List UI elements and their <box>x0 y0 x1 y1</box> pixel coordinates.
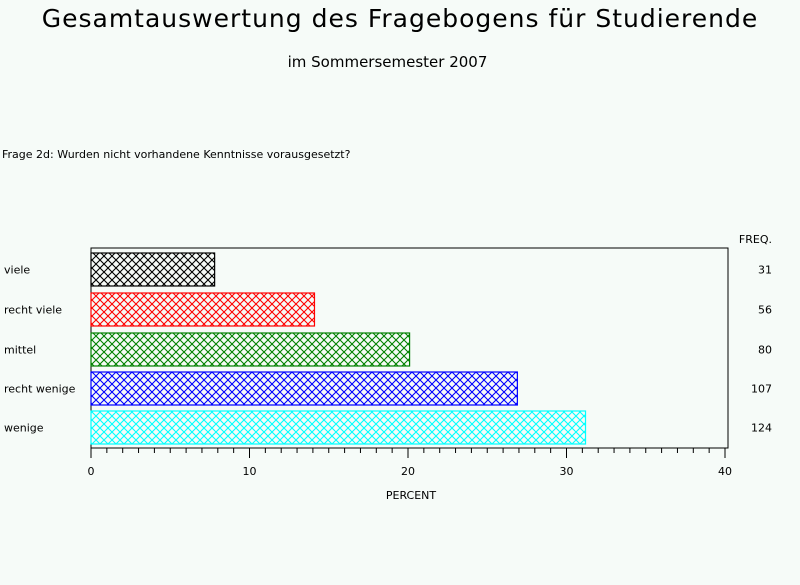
chart-subtitle: im Sommersemester 2007 <box>287 53 488 71</box>
x-tick-label: 10 <box>243 465 257 478</box>
freq-value: 56 <box>758 304 772 317</box>
bar-recht-wenige <box>90 371 518 406</box>
freq-header: FREQ. <box>739 233 772 246</box>
bar-recht-viele <box>90 292 316 327</box>
question-text: Frage 2d: Wurden nicht vorhandene Kenntn… <box>2 148 351 161</box>
category-label: recht viele <box>4 304 62 317</box>
x-axis-label: PERCENT <box>386 489 437 502</box>
x-tick-label: 0 <box>88 465 95 478</box>
chart-title: Gesamtauswertung des Fragebogens für Stu… <box>41 4 759 33</box>
freq-value: 124 <box>751 422 772 435</box>
category-label: wenige <box>4 422 44 435</box>
freq-value: 80 <box>758 344 772 357</box>
category-label: viele <box>4 264 30 277</box>
freq-value: 107 <box>751 383 772 396</box>
bar-wenige <box>90 410 587 445</box>
category-label: mittel <box>4 344 36 357</box>
x-tick-label: 20 <box>401 465 415 478</box>
bar-viele <box>90 252 216 287</box>
bar-mittel <box>90 332 411 367</box>
freq-value: 31 <box>758 264 772 277</box>
category-label: recht wenige <box>4 383 76 396</box>
x-tick-label: 30 <box>560 465 574 478</box>
x-tick-label: 40 <box>718 465 732 478</box>
